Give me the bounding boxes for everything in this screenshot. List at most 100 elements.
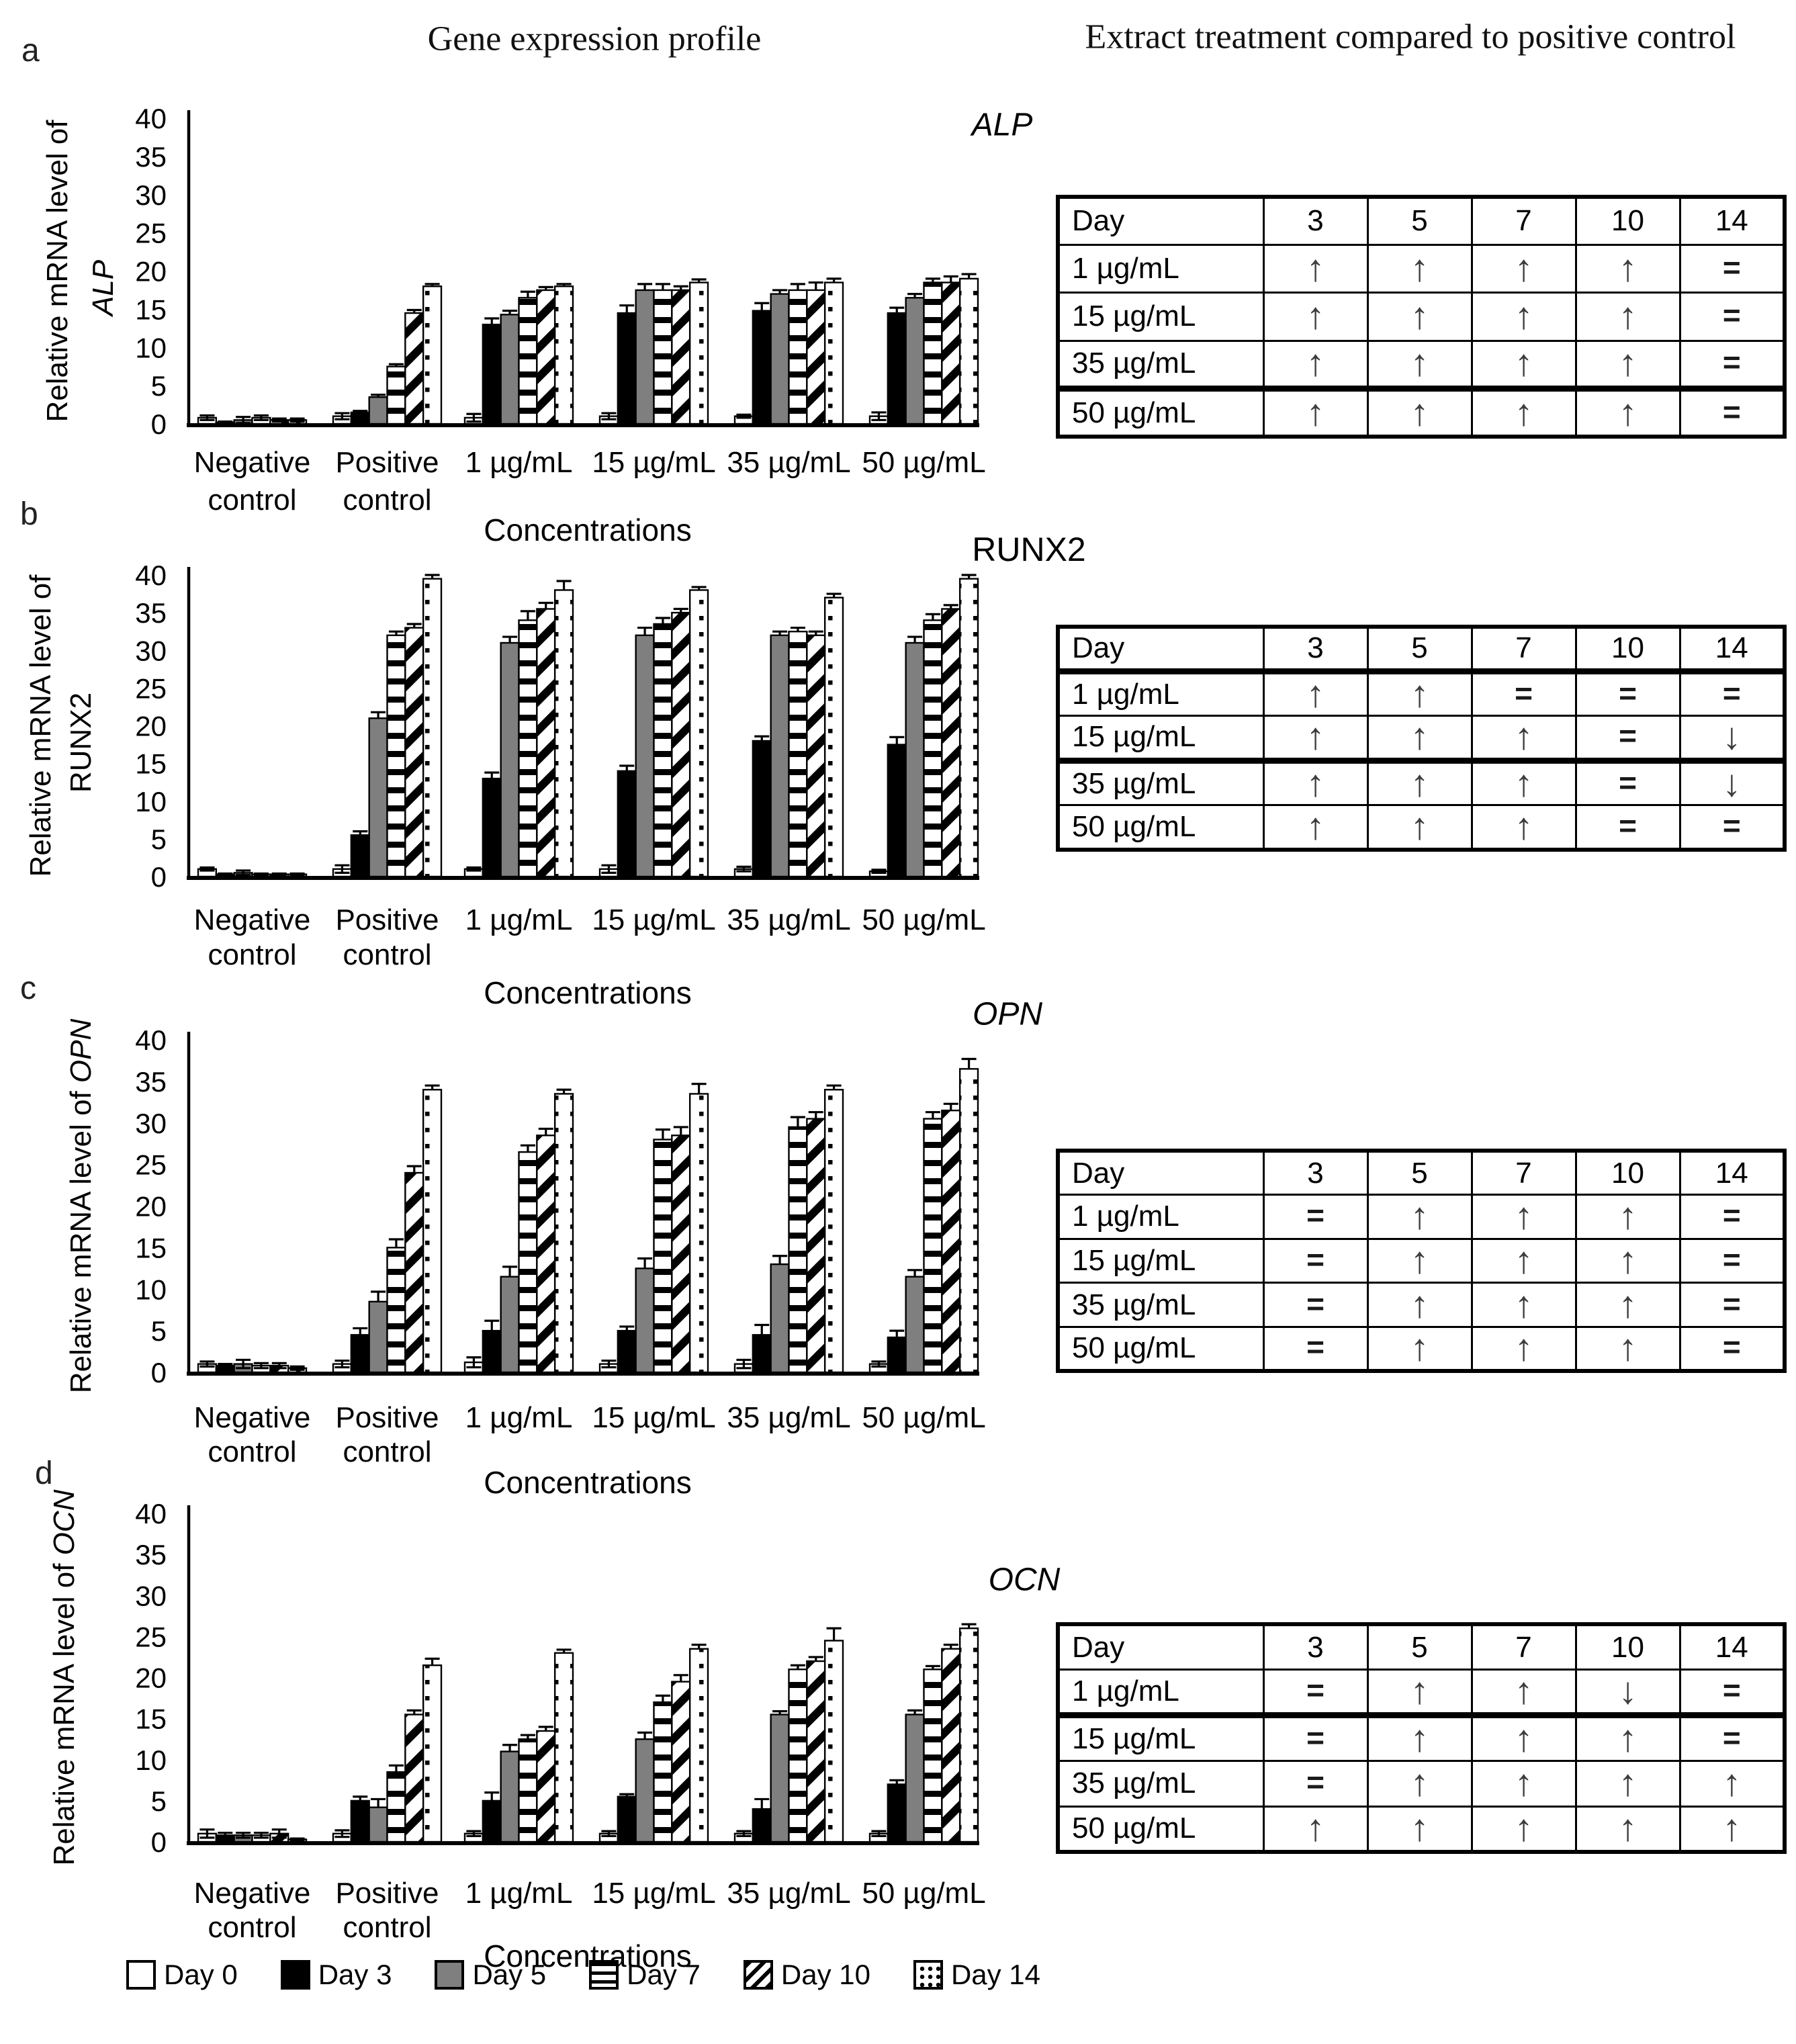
y-tick-label: 35: [135, 1066, 167, 1098]
table-header-cell: 14: [1678, 625, 1786, 674]
table-header-cell: 3: [1262, 1623, 1369, 1671]
equals-sign: =: [1722, 298, 1741, 333]
equals-sign: =: [1306, 1673, 1324, 1708]
error-bar: [218, 1363, 233, 1369]
bar-day10: [404, 312, 424, 425]
up-arrow-icon: ↑: [1618, 1239, 1637, 1281]
y-tick-label: 25: [135, 218, 167, 249]
bar-day10: [806, 1660, 826, 1843]
bar-chart-alp: 0 5 10 15 20 25 30 35 40 Relative mRNA level of AL…: [41, 103, 986, 547]
bar-day5: [368, 396, 388, 425]
table-row-label: 1 µg/mL: [1057, 1194, 1265, 1240]
error-bar: [961, 574, 977, 579]
table-header-cell: 3: [1262, 195, 1369, 246]
bar-day10: [404, 1714, 424, 1843]
bar-day10: [941, 608, 961, 878]
up-arrow-icon: ↑: [1410, 1716, 1429, 1759]
trend-cell: ↑: [1470, 1759, 1577, 1808]
y-tick-label: 40: [135, 103, 167, 134]
legend-swatch-gray-icon: [435, 1960, 465, 1990]
comparison-table-alp: Day 3 5 7 10 14 1 µg/mL ↑ ↑ ↑ ↑ = 15 µg/mL ↑ ↑ ↑ ↑ = 35 µg…: [1056, 195, 1787, 439]
trend-cell: ↑: [1470, 1805, 1577, 1853]
error-bar: [907, 1709, 923, 1715]
trend-cell: ↑: [1574, 243, 1681, 294]
trend-cell: =: [1262, 1759, 1369, 1808]
error-bar: [961, 273, 977, 279]
equals-sign: =: [1722, 394, 1741, 429]
y-tick-label: 35: [135, 1539, 167, 1570]
bar-day7: [653, 1701, 673, 1843]
error-bar: [538, 1127, 553, 1136]
y-tick-label: 30: [135, 635, 167, 666]
up-arrow-icon: ↑: [1514, 1282, 1533, 1325]
y-tick-label: 40: [135, 1024, 167, 1056]
bar-day3: [752, 1808, 772, 1843]
y-tick-label: 35: [135, 141, 167, 173]
equals-sign: =: [1306, 1286, 1324, 1321]
down-arrow-icon: ↓: [1722, 761, 1742, 804]
trend-cell: ↑: [1366, 292, 1473, 342]
bar-day7: [923, 1669, 943, 1843]
trend-cell: ↑: [1470, 1325, 1577, 1372]
trend-cell: =: [1678, 1194, 1786, 1240]
y-tick-label: 40: [135, 560, 167, 591]
trend-cell: ↑: [1574, 292, 1681, 342]
bar-day14: [958, 1068, 979, 1374]
legend-swatch-black-icon: [280, 1960, 310, 1990]
error-bar: [371, 394, 386, 398]
trend-cell: ↑: [1262, 804, 1369, 851]
up-arrow-icon: ↑: [1306, 672, 1325, 715]
trend-cell: =: [1678, 1282, 1786, 1328]
error-bar: [754, 1323, 770, 1335]
trend-cell: ↑: [1366, 339, 1473, 392]
bar-day5: [905, 641, 925, 878]
legend-swatch-white-icon: [126, 1960, 156, 1990]
table-row-label: 35 µg/mL: [1057, 759, 1265, 807]
error-bar: [556, 283, 572, 287]
y-tick-label: 0: [151, 1357, 167, 1388]
x-category-label: 50 µg/mL: [862, 903, 985, 936]
up-arrow-icon: ↑: [1514, 294, 1533, 337]
bar-day7: [386, 1771, 406, 1843]
table-row-label: 1 µg/mL: [1057, 1669, 1265, 1719]
x-category-label: 15 µg/mL: [592, 446, 715, 479]
trend-cell: ↓: [1678, 715, 1786, 764]
trend-cell: ↑: [1574, 1325, 1681, 1372]
up-arrow-icon: ↑: [1514, 1669, 1533, 1712]
bar-day14: [688, 1648, 709, 1843]
bar-day3: [350, 1334, 370, 1374]
error-bar: [388, 363, 404, 367]
error-bar: [736, 1358, 752, 1370]
x-category-label: 35 µg/mL: [727, 1877, 850, 1910]
error-bar: [199, 414, 215, 421]
x-category-label: control: [343, 1911, 431, 1944]
equals-sign: =: [1619, 718, 1637, 754]
x-category-label: 35 µg/mL: [727, 1401, 850, 1434]
bar-day5: [500, 1750, 520, 1843]
error-bar: [466, 1830, 482, 1838]
trend-cell: =: [1262, 1282, 1369, 1328]
y-axis-title: Relative mRNA level of OPN: [64, 1019, 97, 1394]
bar-day10: [536, 1135, 556, 1374]
error-bar: [353, 1327, 368, 1335]
up-arrow-icon: ↑: [1514, 715, 1533, 758]
chart-legend: Day 0 Day 3 Day 5 Day 7 Day 10 Day 14: [126, 1959, 1040, 1991]
bar-day10: [671, 1681, 691, 1843]
panel-label-a: a: [21, 33, 40, 69]
bar-day7: [518, 619, 538, 878]
error-bar: [736, 413, 752, 419]
x-axis-title: Concentrations: [484, 975, 691, 1010]
trend-cell: ↑: [1470, 804, 1577, 851]
error-bar: [271, 417, 287, 423]
table-row-label: 35 µg/mL: [1057, 1759, 1265, 1808]
bar-day7: [788, 1126, 808, 1374]
up-arrow-icon: ↑: [1514, 1239, 1533, 1281]
table-header-cell: 5: [1366, 1149, 1473, 1196]
error-bar: [925, 613, 940, 621]
y-tick-label: 5: [151, 370, 167, 402]
y-tick-label: 30: [135, 1580, 167, 1611]
up-arrow-icon: ↑: [1306, 805, 1325, 847]
x-category-label: control: [343, 484, 431, 517]
error-bar: [691, 1082, 707, 1094]
up-arrow-icon: ↑: [1514, 805, 1533, 847]
